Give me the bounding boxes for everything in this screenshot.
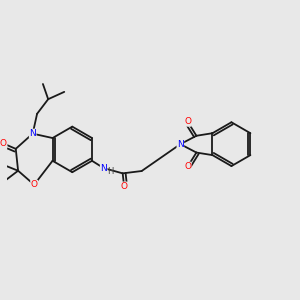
Text: N: N [177,140,184,149]
Text: N: N [100,164,107,172]
Text: N: N [29,129,36,138]
Text: O: O [31,180,38,189]
Text: O: O [121,182,128,191]
Text: O: O [0,139,7,148]
Text: O: O [184,117,191,126]
Text: O: O [184,162,191,171]
Text: H: H [107,167,114,176]
